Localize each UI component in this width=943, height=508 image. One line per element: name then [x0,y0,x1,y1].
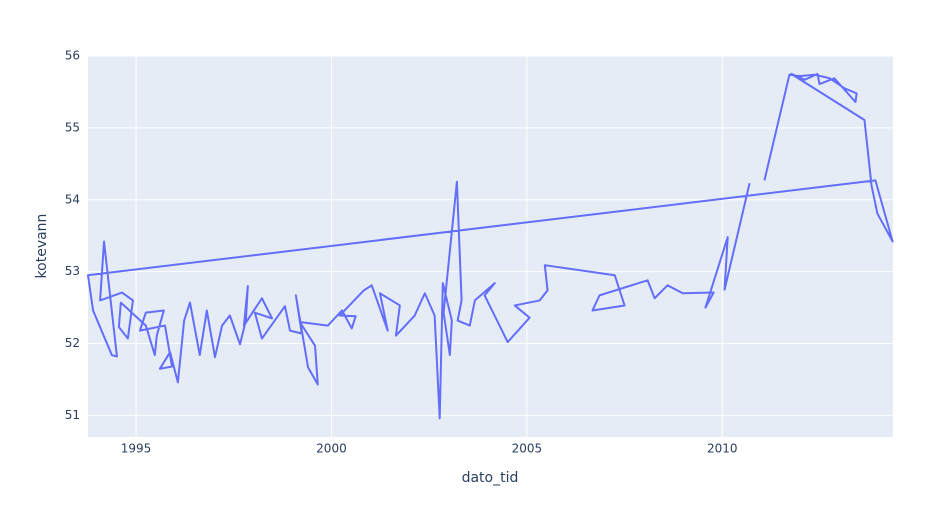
y-tick-label: 53 [65,264,80,278]
plot-area [88,56,893,437]
x-tick-label: 2000 [316,442,347,456]
y-tick-label: 51 [65,408,80,422]
marks [87,72,894,420]
x-tick-label: 1995 [121,442,152,456]
data-line [87,72,894,420]
grid [88,55,893,437]
y-tick-label: 52 [65,336,80,350]
y-tick-label: 54 [65,192,80,206]
y-tick-label: 56 [65,49,80,63]
y-tick-label: 55 [65,120,80,134]
labels: 51 52 53 54 55 56 1995 2000 2005 2010 [65,49,738,456]
y-axis-title: kotevann [34,214,50,279]
x-axis-title: dato_tid [462,470,519,486]
x-tick-label: 2005 [512,442,543,456]
x-tick-label: 2010 [707,442,738,456]
